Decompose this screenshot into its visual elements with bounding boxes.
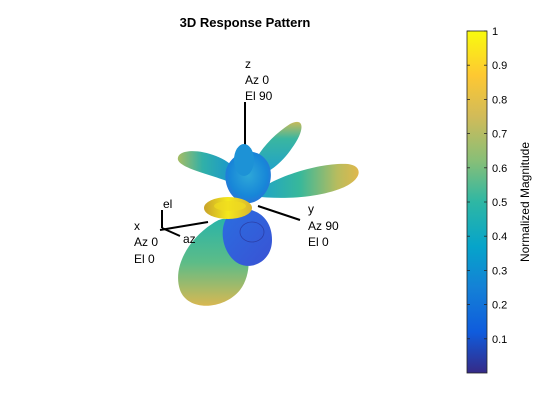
colorbar-tick-label: 0.2 (492, 300, 507, 312)
lobe-ring (239, 221, 265, 243)
pattern-axes (159, 205, 301, 237)
y-axis-line (257, 205, 301, 221)
y-axis-annotation: y Az 90 El 0 (308, 202, 339, 249)
x-axis-line (159, 221, 209, 231)
y-axis-az: Az 90 (308, 219, 339, 233)
colorbar-tick-label: 1 (492, 26, 498, 38)
x-axis-el: El 0 (134, 252, 155, 266)
colorbar: 0.1 0.2 0.3 0.4 0.5 0.6 0.7 0.8 0.9 1 Normalized … (466, 26, 532, 374)
z-axis-label: z (245, 57, 251, 71)
response-pattern-surface (177, 102, 359, 306)
colorbar-tick-label: 0.7 (492, 129, 507, 141)
az-axis-line (161, 227, 181, 237)
lobe-lower-right (222, 209, 272, 266)
colorbar-tick-label: 0.6 (492, 163, 507, 175)
lobe-center-petal (234, 144, 254, 176)
el-label: el (163, 197, 172, 211)
lobe-yellow-disk-rim (214, 201, 246, 211)
lobe-right (252, 163, 359, 198)
chart-title: 3D Response Pattern (180, 15, 311, 30)
z-axis-az: Az 0 (245, 73, 269, 87)
y-axis-el: El 0 (308, 235, 329, 249)
colorbar-tick-label: 0.3 (492, 265, 507, 277)
colorbar-tick-label: 0.4 (492, 231, 507, 243)
colorbar-label: Normalized Magnitude (518, 142, 532, 262)
lobe-upper-left (177, 151, 241, 186)
az-label: az (183, 232, 196, 246)
colorbar-tick-label: 0.9 (492, 60, 507, 72)
z-axis-annotation: z Az 0 El 90 (245, 57, 273, 103)
x-axis-label: x (134, 219, 140, 233)
colorbar-tick-label: 0.1 (492, 334, 507, 346)
colorbar-tick-label: 0.5 (492, 197, 507, 209)
colorbar-tick-label: 0.8 (492, 94, 507, 106)
colorbar-ticks: 0.1 0.2 0.3 0.4 0.5 0.6 0.7 0.8 0.9 1 (467, 26, 507, 346)
x-axis-az: Az 0 (134, 235, 158, 249)
y-axis-label: y (308, 202, 314, 216)
x-axis-annotation: x Az 0 El 0 (134, 219, 158, 266)
z-axis-el: El 90 (245, 89, 273, 103)
